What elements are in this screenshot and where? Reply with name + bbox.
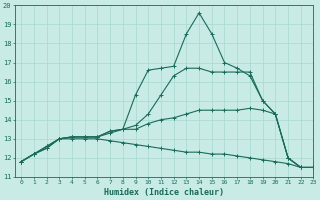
X-axis label: Humidex (Indice chaleur): Humidex (Indice chaleur) — [104, 188, 224, 197]
